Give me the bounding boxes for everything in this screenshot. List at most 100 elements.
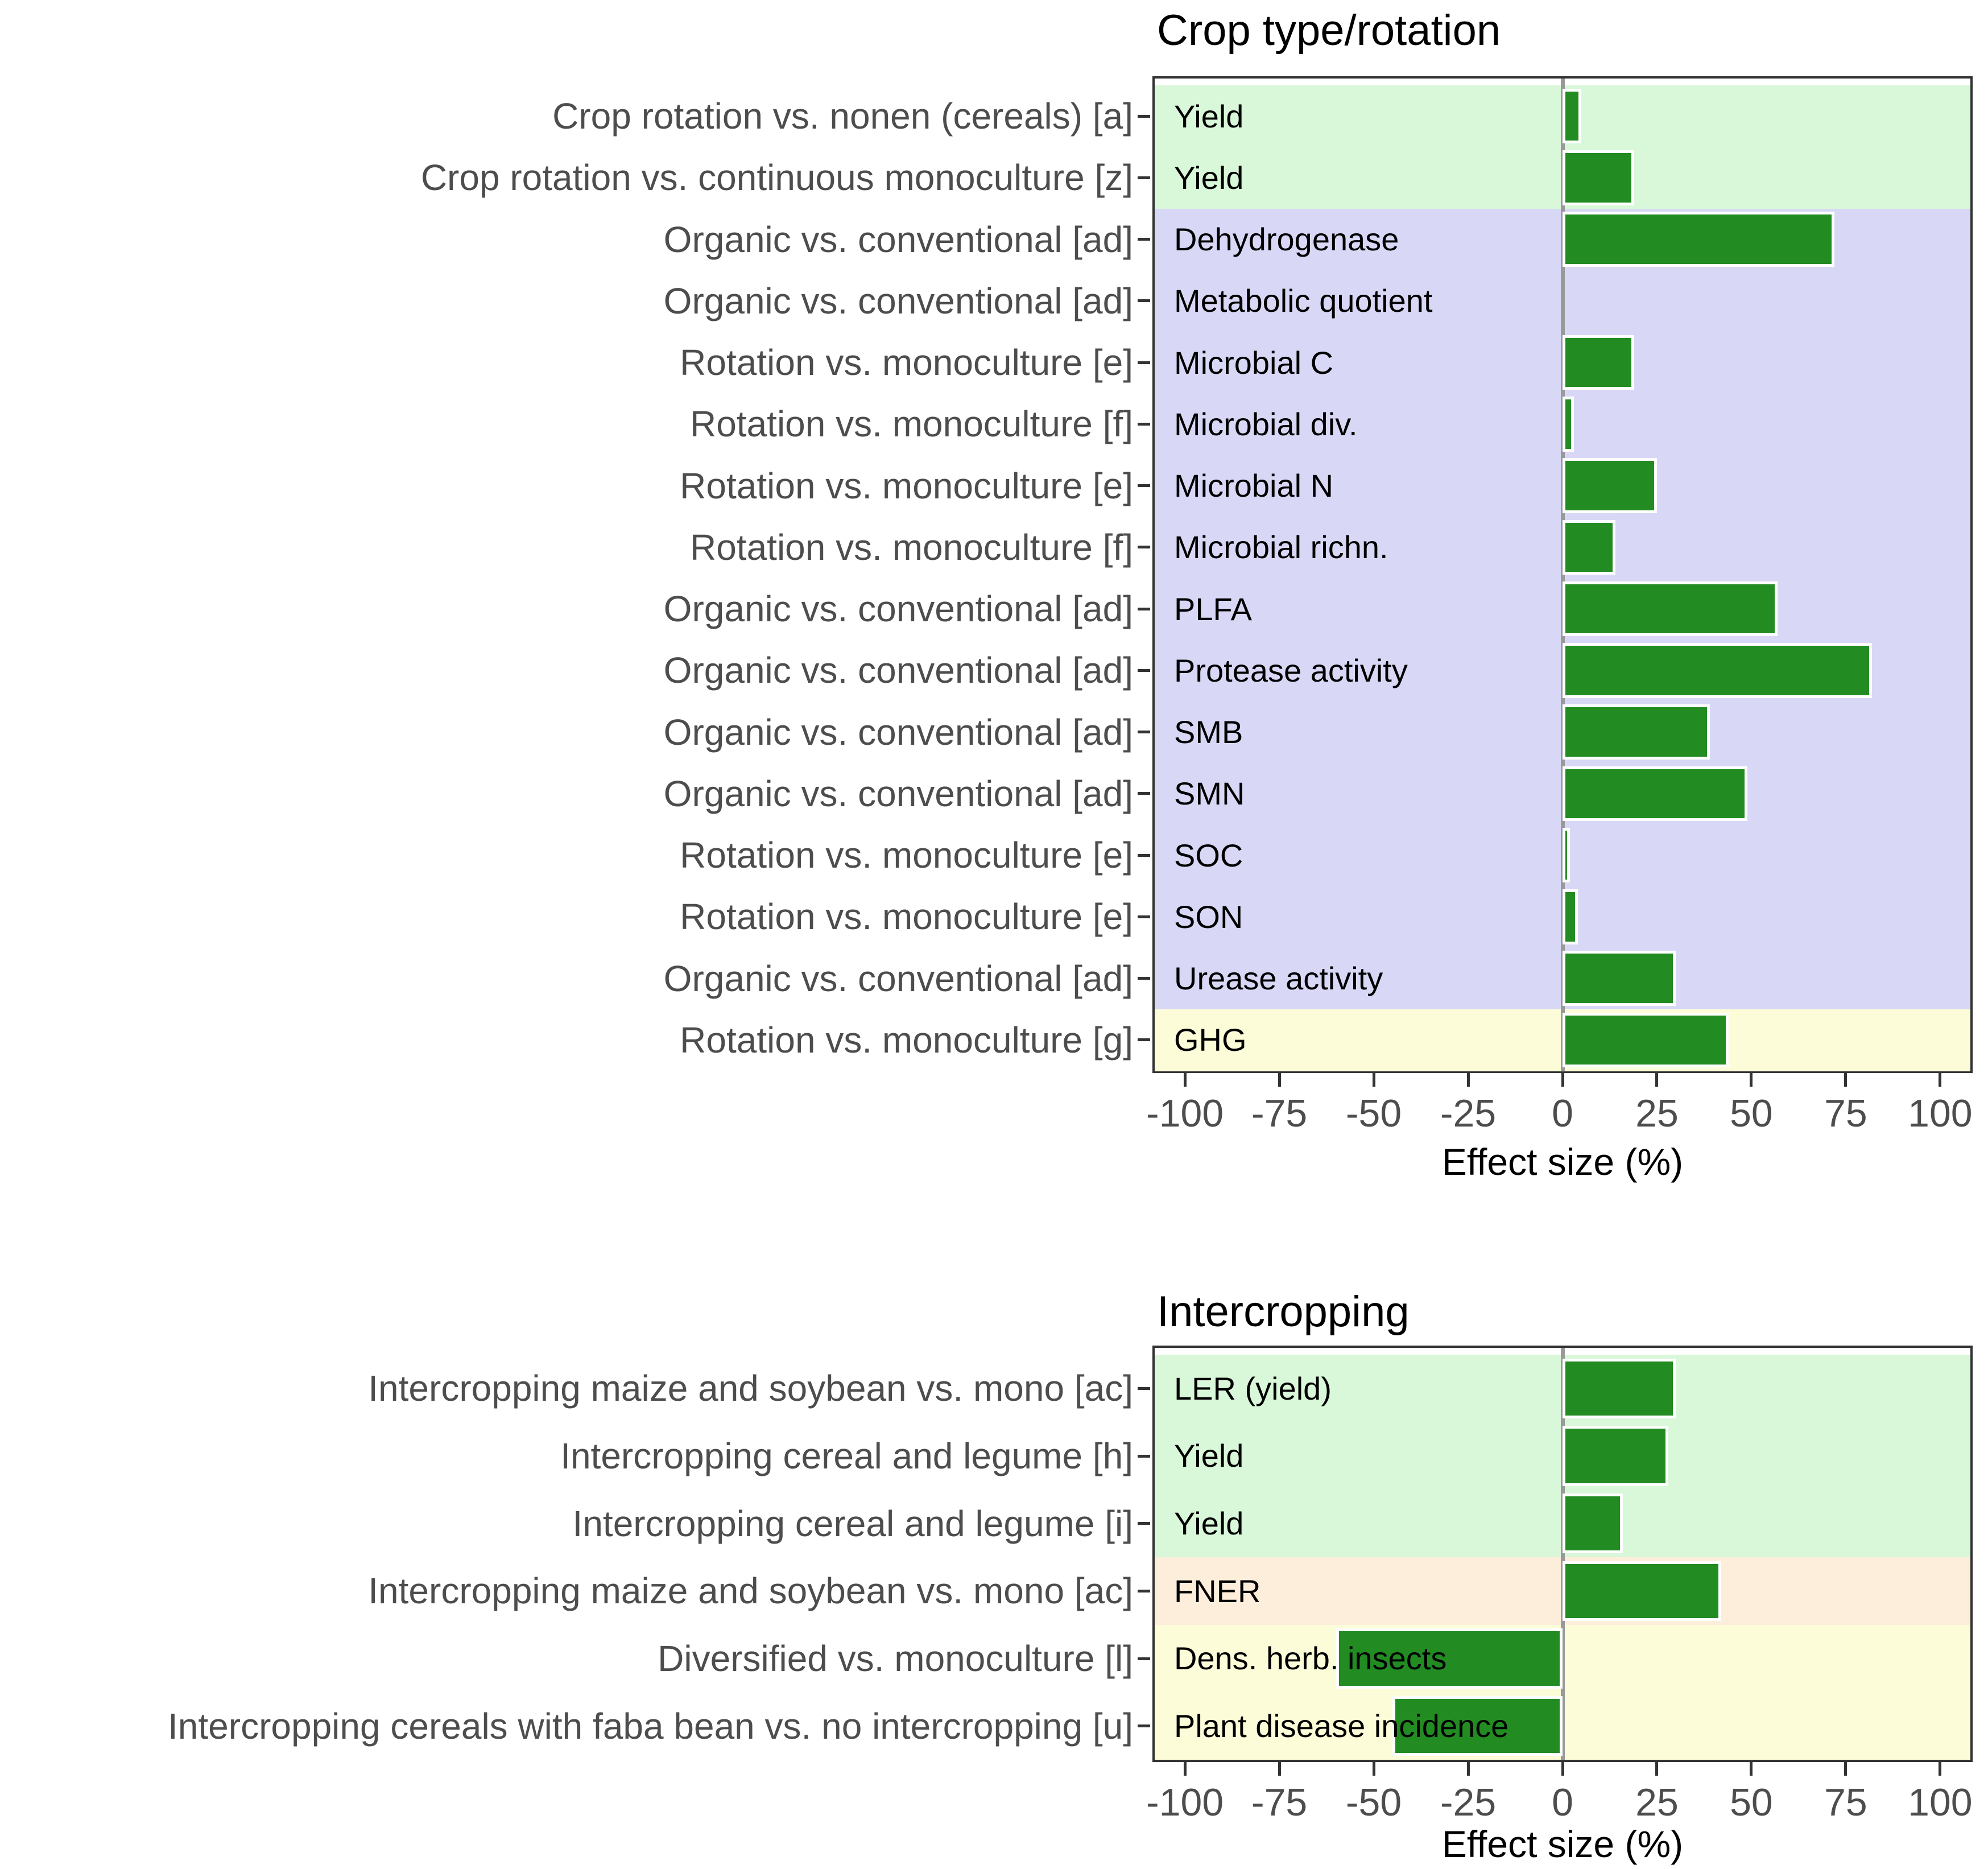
effect-size-bar (1563, 1561, 1721, 1622)
x-axis-tick-label: 100 (1908, 1781, 1973, 1824)
x-axis-tick (1278, 1073, 1281, 1087)
x-axis-tick (1372, 1762, 1375, 1776)
effect-size-bar (1563, 889, 1578, 944)
x-axis-tick-label: -25 (1440, 1781, 1497, 1824)
x-axis-tick (1183, 1073, 1187, 1087)
y-axis-tick (1138, 1387, 1150, 1390)
row-label: Intercropping maize and soybean vs. mono… (368, 1368, 1133, 1409)
metric-label: Microbial div. (1174, 406, 1358, 442)
metric-label: Yield (1174, 98, 1244, 134)
metric-label: Metabolic quotient (1174, 283, 1433, 319)
row-label: Intercropping cereal and legume [i] (572, 1503, 1133, 1544)
x-axis-tick (1750, 1073, 1753, 1087)
metric-label: Yield (1174, 159, 1244, 196)
metric-label: Microbial C (1174, 344, 1334, 381)
chart-title-intercropping: Intercropping (1157, 1288, 1410, 1336)
effect-size-bar (1563, 1012, 1729, 1068)
y-axis-tick (1138, 114, 1150, 118)
metric-label: Dens. herb. insects (1174, 1640, 1447, 1677)
y-axis-tick (1138, 422, 1150, 426)
x-axis-tick (1939, 1073, 1942, 1087)
y-axis-tick (1138, 299, 1150, 303)
row-label: Intercropping cereal and legume [h] (560, 1435, 1133, 1476)
y-axis-tick (1138, 1038, 1150, 1042)
x-axis-tick (1372, 1073, 1375, 1087)
effect-size-bar (1563, 1426, 1668, 1486)
x-axis-tick-label: 25 (1635, 1092, 1679, 1135)
effect-size-bar (1563, 519, 1615, 575)
metric-label: SON (1174, 898, 1243, 935)
y-axis-tick (1138, 176, 1150, 179)
y-axis-tick (1138, 1454, 1150, 1458)
metric-label: Plant disease incidence (1174, 1708, 1509, 1744)
row-label: Rotation vs. monoculture [g] (680, 1019, 1133, 1061)
effect-size-bar (1563, 581, 1778, 637)
x-axis-tick (1655, 1073, 1659, 1087)
row-label: Organic vs. conventional [ad] (663, 773, 1133, 814)
x-axis-tick-label: 50 (1730, 1092, 1773, 1135)
metric-label: Yield (1174, 1505, 1244, 1542)
row-label: Rotation vs. monoculture [f] (689, 526, 1133, 568)
x-axis-tick (1750, 1762, 1753, 1776)
effect-size-bar (1563, 212, 1834, 267)
y-axis-tick (1138, 607, 1150, 610)
effect-size-bar (1563, 827, 1570, 883)
y-axis-tick (1138, 546, 1150, 549)
effect-size-bar (1563, 704, 1710, 760)
effect-size-bar (1563, 1493, 1623, 1554)
plot-panel-crop-type-rotation: Yield Yield Dehydrogenase Metabolic quotien… (1152, 76, 1973, 1073)
row-label: Intercropping maize and soybean vs. mono… (368, 1570, 1133, 1612)
x-axis-tick-label: -100 (1146, 1092, 1224, 1135)
metric-label: Urease activity (1174, 960, 1383, 997)
x-axis-tick (1939, 1762, 1942, 1776)
y-axis-tick (1138, 1657, 1150, 1660)
y-axis-tick (1138, 669, 1150, 672)
row-label: Intercropping cereals with faba bean vs.… (168, 1705, 1133, 1747)
row-label: Rotation vs. monoculture [e] (680, 465, 1133, 506)
metric-label: Yield (1174, 1438, 1244, 1474)
x-axis-tick (1561, 1073, 1564, 1087)
metric-label: SMB (1174, 714, 1243, 750)
row-label: Crop rotation vs. continuous monoculture… (420, 157, 1133, 199)
x-axis-tick-label: 75 (1824, 1092, 1867, 1135)
x-axis-tick-label: 75 (1824, 1781, 1867, 1824)
effect-size-bar (1392, 1695, 1563, 1756)
row-label: Organic vs. conventional [ad] (663, 280, 1133, 321)
effect-size-bar (1563, 150, 1635, 205)
row-label: Rotation vs. monoculture [e] (680, 342, 1133, 383)
x-axis-tick-label: -75 (1251, 1092, 1308, 1135)
effect-size-bar (1563, 335, 1635, 390)
metric-label: GHG (1174, 1022, 1247, 1058)
row-label: Crop rotation vs. nonen (cereals) [a] (552, 96, 1133, 137)
row-label: Rotation vs. monoculture [e] (680, 835, 1133, 876)
zero-reference-line (1560, 1348, 1565, 1760)
row-label: Rotation vs. monoculture [f] (689, 403, 1133, 445)
effect-size-bar (1563, 458, 1657, 513)
x-axis-tick (1278, 1762, 1281, 1776)
x-axis-tick-label: -50 (1345, 1781, 1402, 1824)
row-label: Organic vs. conventional [ad] (663, 588, 1133, 630)
y-axis-tick (1138, 792, 1150, 795)
row-label: Organic vs. conventional [ad] (663, 650, 1133, 691)
effect-size-bar (1563, 951, 1676, 1006)
metric-label: Microbial richn. (1174, 529, 1388, 566)
row-label: Organic vs. conventional [ad] (663, 711, 1133, 753)
y-axis-tick (1138, 484, 1150, 488)
x-axis-tick (1466, 1762, 1470, 1776)
metric-label: Dehydrogenase (1174, 221, 1399, 258)
plot-panel-intercropping: LER (yield) Yield Yield FNER Dens. herb. ins… (1152, 1346, 1973, 1762)
y-axis-tick (1138, 1589, 1150, 1592)
effect-size-bar (1563, 397, 1574, 452)
metric-label: Protease activity (1174, 652, 1408, 688)
y-axis-tick (1138, 977, 1150, 980)
effect-size-bar (1563, 643, 1873, 698)
metric-label: SOC (1174, 837, 1243, 873)
metric-label: PLFA (1174, 591, 1252, 627)
metric-label: Microbial N (1174, 468, 1334, 504)
x-axis-tick (1561, 1762, 1564, 1776)
x-axis-label: Effect size (%) (1441, 1141, 1684, 1183)
x-axis-tick-label: 0 (1552, 1092, 1573, 1135)
y-axis-tick (1138, 1522, 1150, 1525)
x-axis-tick-label: 50 (1730, 1781, 1773, 1824)
